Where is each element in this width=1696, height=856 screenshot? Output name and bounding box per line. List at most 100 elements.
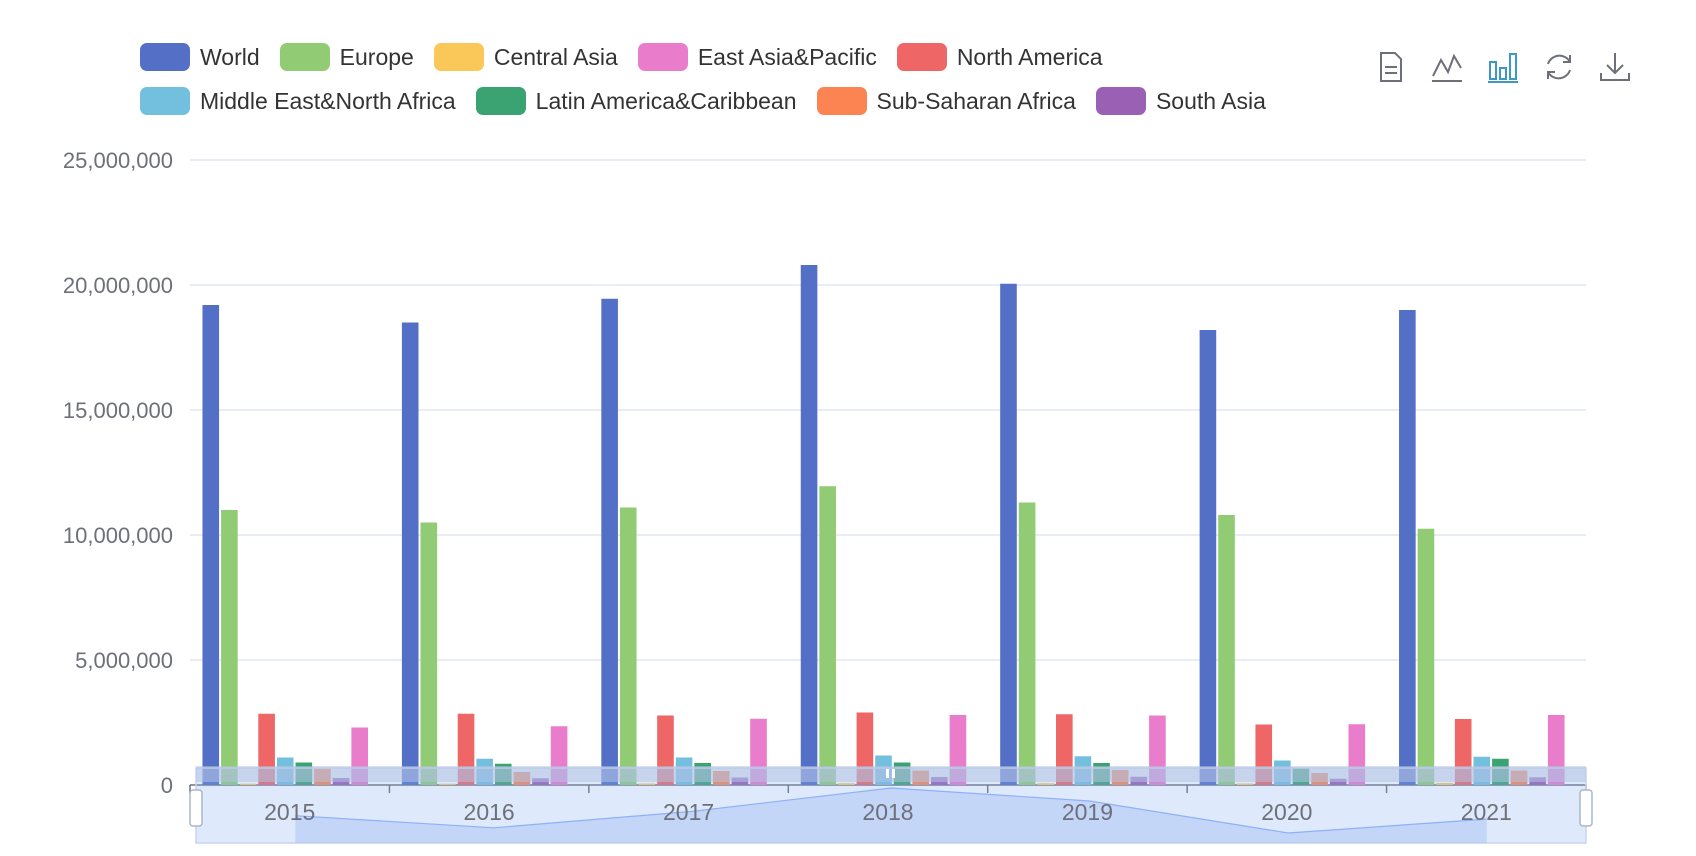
bar-sub-saharan-africa-2016 xyxy=(513,772,531,785)
legend-item-europe[interactable]: Europe xyxy=(279,42,414,72)
bar-south-asia-2021 xyxy=(1529,777,1546,785)
data-view-icon[interactable] xyxy=(1370,46,1412,88)
bar-central-asia-2018 xyxy=(837,783,855,785)
bar-europe-2020 xyxy=(1218,515,1235,785)
bar-europe-2016 xyxy=(420,522,438,785)
bar-sub-saharan-africa-2019 xyxy=(1111,770,1129,785)
x-tick-label: 2018 xyxy=(862,799,913,825)
legend-label: South Asia xyxy=(1155,87,1266,114)
bar-sub-saharan-africa-2015 xyxy=(314,768,331,785)
legend-label: North America xyxy=(956,43,1103,70)
legend-swatch xyxy=(1095,87,1146,115)
legend-item-latin-america-caribbean[interactable]: Latin America&Caribbean xyxy=(475,86,797,116)
legend-swatch xyxy=(637,43,688,71)
legend-item-south-asia[interactable]: South Asia xyxy=(1095,86,1266,116)
line-chart-icon[interactable] xyxy=(1426,46,1468,88)
legend-label: World xyxy=(200,43,260,70)
x-tick-label: 2020 xyxy=(1261,799,1312,825)
x-tick-label: 2015 xyxy=(264,799,315,825)
legend-swatch xyxy=(896,43,947,71)
datazoom-handle-right xyxy=(1579,789,1593,827)
datazoom-window xyxy=(195,767,1587,844)
legend-item-central-asia[interactable]: Central Asia xyxy=(433,42,618,72)
legend-label: East Asia&Pacific xyxy=(697,43,877,70)
datazoom-handle-left xyxy=(189,789,203,827)
bar-central-asia-2016 xyxy=(439,783,456,785)
bar-europe-2017 xyxy=(619,507,637,785)
bar-sub-saharan-africa-2021 xyxy=(1510,770,1528,785)
legend-label: Sub-Saharan Africa xyxy=(876,87,1076,114)
bar-east-asia-pacific-2021 xyxy=(1547,715,1565,785)
bar-central-asia-2020 xyxy=(1236,783,1254,785)
bar-north-america-2018 xyxy=(856,712,874,785)
bar-east-asia-pacific-2019 xyxy=(1149,715,1166,785)
datazoom-preview-area xyxy=(295,788,1487,843)
legend-swatch xyxy=(433,43,484,71)
bar-south-asia-2017 xyxy=(731,777,749,785)
legend-item-world[interactable]: World xyxy=(140,42,260,72)
bar-middle-east-north-africa-2020 xyxy=(1274,760,1291,785)
bar-middle-east-north-africa-2021 xyxy=(1473,756,1491,785)
bar-middle-east-north-africa-2019 xyxy=(1074,756,1092,785)
bar-central-asia-2021 xyxy=(1436,783,1453,785)
bar-north-america-2016 xyxy=(457,713,475,785)
bar-latin-america-caribbean-2017 xyxy=(694,763,711,785)
bar-middle-east-north-africa-2015 xyxy=(276,757,294,785)
bar-europe-2021 xyxy=(1417,528,1435,785)
bar-world-2016 xyxy=(401,322,419,785)
bar-sub-saharan-africa-2020 xyxy=(1311,773,1328,785)
bar-sub-saharan-africa-2017 xyxy=(712,771,730,785)
download-icon[interactable] xyxy=(1594,46,1636,88)
y-tick-label: 20,000,000 xyxy=(63,273,173,298)
legend-item-sub-saharan-africa[interactable]: Sub-Saharan Africa xyxy=(816,86,1076,116)
bar-middle-east-north-africa-2018 xyxy=(875,755,892,785)
bar-world-2018 xyxy=(800,265,818,785)
toolbox xyxy=(1370,46,1636,88)
y-tick-label: 0 xyxy=(161,773,173,798)
y-tick-label: 10,000,000 xyxy=(63,523,173,548)
bar-latin-america-caribbean-2019 xyxy=(1093,763,1110,785)
legend-swatch xyxy=(279,43,330,71)
y-tick-label: 25,000,000 xyxy=(63,148,173,173)
bar-east-asia-pacific-2017 xyxy=(750,718,767,785)
legend-item-east-asia-pacific[interactable]: East Asia&Pacific xyxy=(637,42,877,72)
bar-europe-2015 xyxy=(221,510,238,785)
bar-east-asia-pacific-2020 xyxy=(1348,724,1366,785)
bar-sub-saharan-africa-2018 xyxy=(912,770,930,785)
bar-latin-america-caribbean-2020 xyxy=(1292,768,1310,785)
legend-swatch xyxy=(140,87,190,115)
bar-latin-america-caribbean-2016 xyxy=(494,763,512,785)
legend-item-middle-east-north-africa[interactable]: Middle East&North Africa xyxy=(140,86,456,116)
bar-north-america-2020 xyxy=(1255,724,1273,785)
bar-world-2017 xyxy=(601,298,618,785)
bar-chart-icon[interactable] xyxy=(1482,46,1524,88)
bar-world-2019 xyxy=(1000,283,1017,785)
bar-east-asia-pacific-2018 xyxy=(949,715,967,785)
bar-world-2021 xyxy=(1399,310,1416,785)
bar-central-asia-2015 xyxy=(239,783,257,785)
legend: World Europe Central Asia East Asia&Pacific… xyxy=(140,42,1380,116)
datazoom-top-bar xyxy=(196,766,1586,782)
y-tick-label: 15,000,000 xyxy=(63,398,173,423)
legend-swatch xyxy=(816,87,867,115)
bar-north-america-2021 xyxy=(1454,719,1472,785)
restore-icon[interactable] xyxy=(1538,46,1580,88)
datazoom-move-grip xyxy=(892,769,895,778)
legend-item-north-america[interactable]: North America xyxy=(896,42,1103,72)
bar-middle-east-north-africa-2017 xyxy=(675,757,693,785)
bar-middle-east-north-africa-2016 xyxy=(476,758,493,785)
legend-label: Central Asia xyxy=(493,43,618,70)
bar-south-asia-2015 xyxy=(332,778,350,785)
bar-latin-america-caribbean-2018 xyxy=(893,762,911,785)
bar-south-asia-2019 xyxy=(1130,776,1148,785)
bar-europe-2019 xyxy=(1018,502,1036,785)
x-tick-label: 2019 xyxy=(1062,799,1113,825)
bar-north-america-2019 xyxy=(1056,714,1073,785)
legend-label: Middle East&North Africa xyxy=(200,87,456,114)
bar-central-asia-2019 xyxy=(1037,783,1055,785)
legend-label: Latin America&Caribbean xyxy=(535,87,797,114)
bar-latin-america-caribbean-2021 xyxy=(1492,758,1509,785)
bar-east-asia-pacific-2015 xyxy=(351,727,368,785)
bar-world-2020 xyxy=(1199,330,1217,785)
